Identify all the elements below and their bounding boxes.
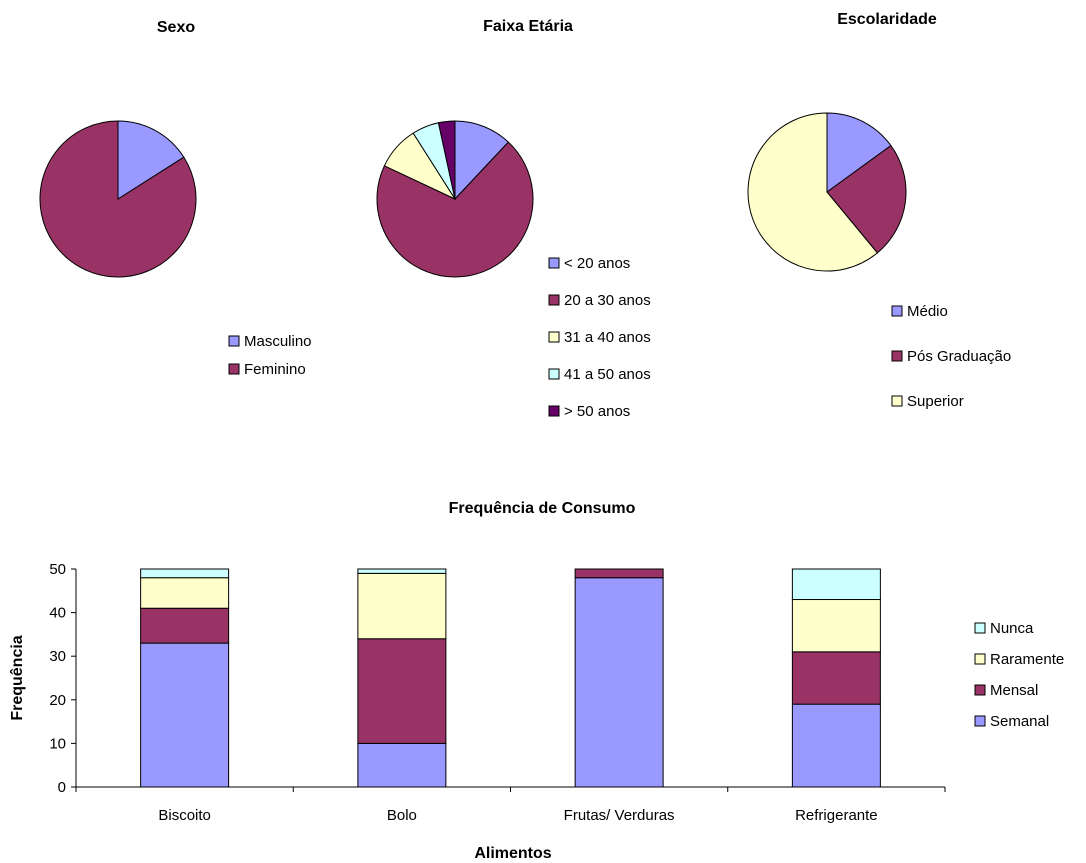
legend-swatch-raramente [974,653,986,665]
bar-frutas-verduras-semanal [574,577,664,788]
legend-sexo: Masculino Feminino [228,333,312,378]
x-tick-label-frutas-verduras: Frutas/ Verduras [564,807,675,824]
legend-swatch-31-a-40-anos [548,331,560,343]
x-tick-label-bolo: Bolo [387,807,417,824]
legend-label-raramente: Raramente [990,651,1064,668]
pie-chart-sexo [39,120,197,278]
legend-label-masculino: Masculino [244,333,312,350]
y-tick-label: 10 [49,735,66,752]
pie-slice-superior [747,112,879,272]
legend-swatch-m-dio [891,305,903,317]
bar-biscoito-nunca [140,568,230,579]
bar-bolo-nunca [357,568,447,574]
x-tick-label-refrigerante: Refrigerante [795,807,878,824]
pie-chart-escolaridade [747,112,907,272]
legend-label-p-s-gradua-o: Pós Graduação [907,348,1011,365]
legend-label-50-anos: > 50 anos [564,403,630,420]
pie-slice-50-anos [437,120,456,200]
legend-label-m-dio: Médio [907,303,948,320]
legend-label-41-a-50-anos: 41 a 50 anos [564,366,651,383]
pie-slice-masculino [117,120,185,200]
bar-refrigerante-mensal [791,651,881,705]
legend-label-superior: Superior [907,393,964,410]
legend-label-semanal: Semanal [990,713,1049,730]
bar-refrigerante-semanal [791,703,881,788]
y-tick-label: 40 [49,605,66,622]
legend-label-20-a-30-anos: 20 a 30 anos [564,292,651,309]
y-tick-label: 20 [49,692,66,709]
y-tick-label: 0 [58,779,66,796]
bar-biscoito-semanal [140,642,230,788]
pie-slice-m-dio [826,112,892,193]
x-axis-label: Alimentos [474,845,551,862]
legend-label-20-anos: < 20 anos [564,255,630,272]
legend-swatch-41-a-50-anos [548,368,560,380]
legend-label-mensal: Mensal [990,682,1038,699]
legend-escolaridade: Médio Pós Graduação Superior [891,303,1011,410]
legend-swatch-feminino [228,363,240,375]
legend-swatch-semanal [974,715,986,727]
legend-swatch-nunca [974,622,986,634]
y-axis-label: Frequência [9,635,26,720]
bar-chart-title: Frequência de Consumo [449,500,636,517]
bar-bolo-raramente [357,572,447,640]
bar-refrigerante-nunca [791,568,881,601]
legend-frequencia: Nunca Raramente Mensal Semanal [974,620,1064,730]
legend-swatch-50-anos [548,405,560,417]
bar-frutas-verduras-mensal [574,568,664,579]
bar-biscoito-raramente [140,577,230,609]
x-tick-label-biscoito: Biscoito [158,807,211,824]
legend-swatch-20-a-30-anos [548,294,560,306]
bar-refrigerante-raramente [791,599,881,653]
y-tick-label: 50 [49,561,66,578]
legend-swatch-masculino [228,335,240,347]
pie-slice-feminino [39,120,197,278]
stacked-bar-chart: 0 10 20 30 40 50 Biscoito Bolo Frutas/ Verduras R… [49,561,946,824]
legend-label-31-a-40-anos: 31 a 40 anos [564,329,651,346]
pie-title-sexo: Sexo [157,19,195,36]
legend-swatch-20-anos [548,257,560,269]
pie-title-faixa-etaria: Faixa Etária [483,18,573,35]
legend-label-feminino: Feminino [244,361,306,378]
y-tick-label: 30 [49,648,66,665]
bar-biscoito-mensal [140,607,230,644]
bar-bolo-mensal [357,638,447,744]
bar-bolo-semanal [357,742,447,788]
pie-slice-p-s-gradua-o [826,144,907,254]
legend-swatch-mensal [974,684,986,696]
pie-slice-20-a-30-anos [376,141,534,278]
legend-label-nunca: Nunca [990,620,1034,637]
pie-title-escolaridade: Escolaridade [837,11,937,28]
pie-chart-faixa-etaria [376,120,534,278]
legend-swatch-superior [891,395,903,407]
legend-swatch-p-s-gradua-o [891,350,903,362]
legend-faixa-etaria: < 20 anos 20 a 30 anos 31 a 40 anos 41 a 50… [548,255,651,420]
